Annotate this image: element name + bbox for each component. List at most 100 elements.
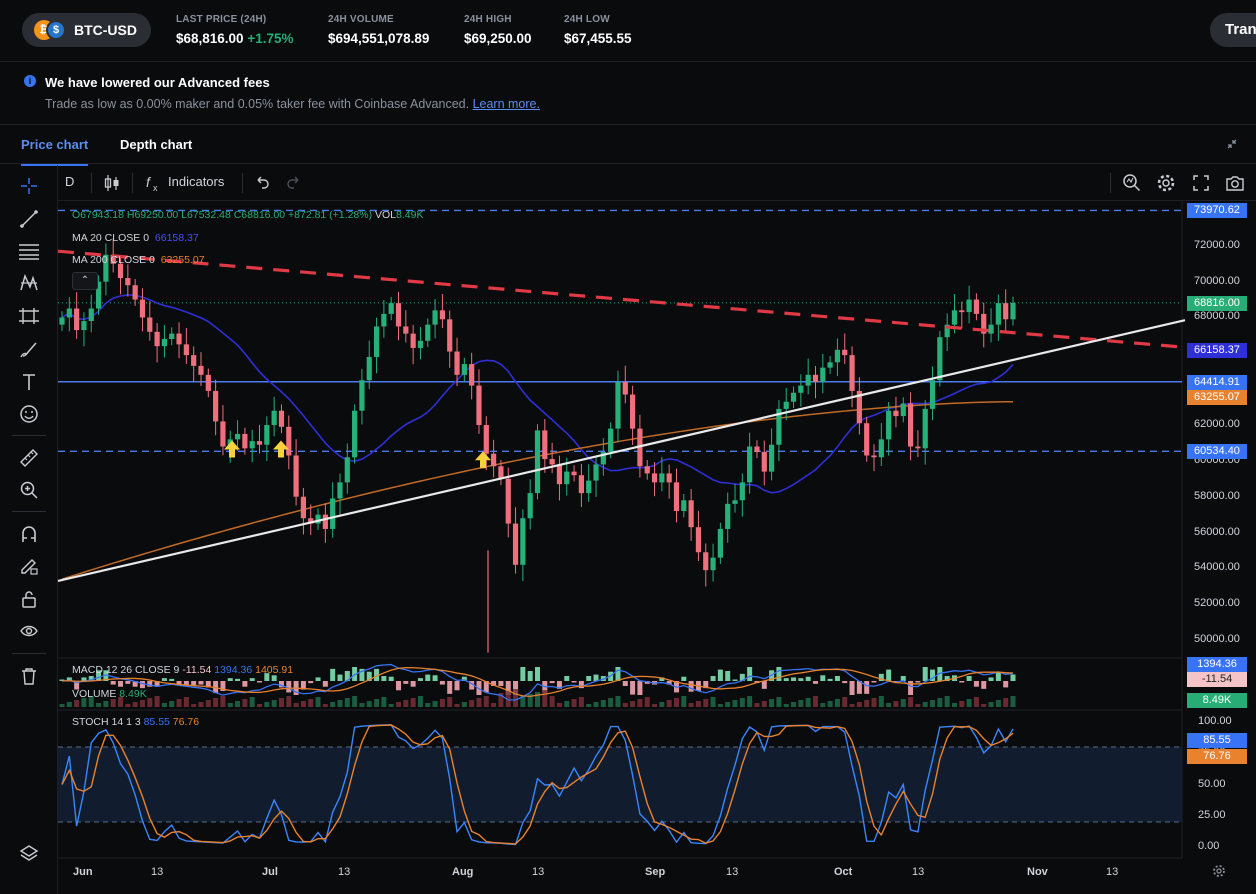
emoji-icon[interactable] [18,403,40,425]
macd-histogram-bar [176,681,182,686]
pair-selector[interactable]: ₿ $ BTC-USD [22,13,151,47]
text-icon[interactable] [18,371,40,393]
trash-icon[interactable] [18,665,40,687]
macd-histogram-bar [783,678,789,681]
lock-drawing-icon[interactable] [18,555,40,577]
candle-body [293,455,299,497]
macd-histogram-bar [374,668,380,681]
stoch-d-line [61,724,1014,845]
fib-lines-icon[interactable] [18,240,40,262]
volume-bar [805,698,811,707]
candle-body [491,453,497,467]
drawing-toolbar [0,165,58,894]
redo-icon[interactable] [286,173,306,193]
crosshair-icon[interactable] [18,175,40,197]
volume-bar [139,700,145,707]
volume-bar [447,697,453,707]
ruler-icon[interactable] [18,447,40,469]
volume-bar [74,700,80,707]
candle-body [864,423,870,456]
trade-button[interactable]: Tran [1210,13,1256,47]
undo-icon[interactable] [254,173,274,193]
candle-body [191,355,197,366]
macd-histogram-bar [688,681,694,692]
candle-body [871,455,877,458]
macd-histogram-bar [300,681,306,690]
volume-bar [59,704,65,707]
unlock-icon[interactable] [18,588,40,610]
volume-bar [608,698,614,707]
learn-more-link[interactable]: Learn more. [472,97,540,111]
candle-body [995,303,1001,325]
macd-histogram-bar [556,681,562,689]
volume-legend[interactable]: VOLUME 8.49K [72,688,147,700]
volume-label: VOLUME [72,688,117,700]
macd-histogram-bar [110,681,116,685]
candle-body [512,523,519,565]
magnet-icon[interactable] [18,523,40,545]
candle-body [542,430,548,460]
tab-price-chart[interactable]: Price chart [21,137,89,166]
zoom-in-icon[interactable] [18,479,40,501]
eye-icon[interactable] [18,620,40,642]
collapse-icon[interactable] [1226,138,1238,153]
volume-bar [308,699,314,707]
candle-body [900,403,906,417]
axis-settings-icon[interactable] [1212,864,1226,883]
volume-bar [183,697,189,707]
macd-histogram-bar [403,681,409,684]
indicators-button[interactable]: Indicators [168,174,225,189]
macd-histogram-bar [571,681,577,683]
collapse-legend-button[interactable]: ⌃ [72,272,98,290]
brush-icon[interactable] [18,338,40,360]
candle-body [483,425,489,454]
candle-body [878,439,884,458]
candle-body [505,478,511,524]
macd-histogram-bar [337,674,343,681]
macd-legend[interactable]: MACD 12 26 CLOSE 9 -11.54 1394.36 1405.9… [72,664,293,676]
tab-depth-chart[interactable]: Depth chart [120,137,193,152]
volume-bar [330,702,336,707]
stoch-legend[interactable]: STOCH 14 1 3 85.55 76.76 [72,716,199,728]
volume-bar [571,699,577,707]
prediction-icon[interactable] [18,305,40,327]
interval-selector[interactable]: D [65,174,75,189]
macd-histogram-bar [249,678,255,681]
volume-bar [900,699,906,707]
candle-body [929,380,936,409]
notice-text: Trade as low as 0.00% maker and 0.05% ta… [45,97,470,111]
volume-bar [191,704,197,707]
layers-icon[interactable] [18,842,40,864]
camera-icon[interactable] [1225,173,1245,193]
volume-bar [959,701,965,707]
macd-histogram-bar [761,681,767,689]
macd-histogram-bar [725,671,731,681]
volume-bar [81,698,87,707]
macd-histogram-bar [827,678,833,681]
candle-body [827,362,833,368]
macd-histogram-bar [147,681,153,687]
volume-bar [842,697,848,707]
pattern-icon[interactable] [18,272,40,294]
macd-histogram-bar [871,681,877,683]
ma20-legend[interactable]: MA 20 CLOSE 0 66158.37 [72,232,199,244]
macd-histogram-bar [593,674,599,681]
candles-icon[interactable] [102,173,122,193]
fullscreen-icon[interactable] [1191,173,1211,193]
ma200-legend[interactable]: MA 200 CLOSE 0 63255.07 [72,254,205,266]
macd-histogram-bar [520,667,526,681]
macd-histogram-bar [930,669,936,681]
volume-bar [886,703,892,707]
volume-bar [322,704,328,707]
volume-bar [776,697,782,707]
trend-line-icon[interactable] [18,208,40,230]
settings-icon[interactable] [1156,173,1176,193]
search-symbol-icon[interactable] [1122,173,1142,193]
volume-bar [783,704,789,707]
price-tick: 62000.00 [1194,418,1240,431]
stoch-label: STOCH 14 1 3 [72,716,141,728]
volume-bar [118,697,124,707]
volume-bar [798,700,804,707]
